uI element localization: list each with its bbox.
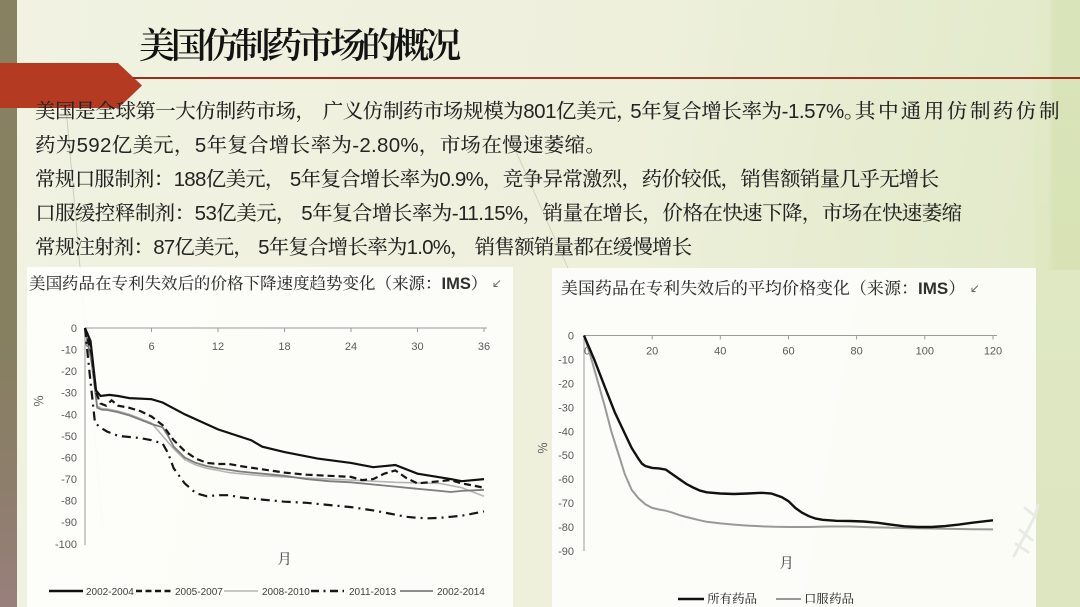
svg-text:所有药品: 所有药品 — [707, 592, 757, 606]
svg-text:2008-2010: 2008-2010 — [262, 587, 310, 598]
svg-text:口服药品: 口服药品 — [804, 592, 854, 606]
svg-text:-50: -50 — [61, 431, 77, 443]
svg-text:-70: -70 — [558, 498, 574, 510]
svg-text:-10: -10 — [61, 345, 77, 357]
svg-text:-60: -60 — [558, 474, 574, 486]
svg-text:30: 30 — [411, 341, 423, 353]
svg-text:20: 20 — [646, 346, 658, 358]
svg-text:-90: -90 — [558, 546, 574, 558]
svg-text:60: 60 — [782, 346, 794, 358]
svg-text:％: ％ — [32, 395, 46, 407]
svg-text:-80: -80 — [61, 496, 77, 508]
svg-text:-100: -100 — [55, 539, 77, 551]
svg-text:0: 0 — [584, 346, 590, 358]
svg-text:-30: -30 — [61, 388, 77, 400]
svg-text:-40: -40 — [61, 409, 77, 421]
svg-text:月: 月 — [779, 555, 794, 572]
svg-text:-40: -40 — [558, 426, 574, 438]
svg-text:2011-2013: 2011-2013 — [349, 587, 397, 598]
svg-text:24: 24 — [345, 341, 357, 353]
svg-text:80: 80 — [850, 346, 862, 358]
svg-text:12: 12 — [212, 341, 224, 353]
svg-text:120: 120 — [984, 346, 1002, 358]
svg-text:-90: -90 — [61, 517, 77, 529]
svg-text:-70: -70 — [61, 474, 77, 486]
svg-text:2002-2004: 2002-2004 — [86, 587, 134, 598]
svg-text:0: 0 — [568, 331, 574, 343]
svg-text:-20: -20 — [558, 378, 574, 390]
svg-text:-80: -80 — [558, 522, 574, 534]
svg-text:2005-2007: 2005-2007 — [175, 587, 223, 598]
svg-text:-10: -10 — [558, 354, 574, 366]
svg-text:-50: -50 — [558, 450, 574, 462]
svg-text:-20: -20 — [61, 366, 77, 378]
svg-text:18: 18 — [278, 341, 290, 353]
svg-text:2002-2014: 2002-2014 — [437, 587, 485, 598]
svg-text:40: 40 — [714, 346, 726, 358]
svg-text:-30: -30 — [558, 402, 574, 414]
svg-text:100: 100 — [916, 346, 934, 358]
svg-text:％: ％ — [536, 442, 550, 454]
svg-text:-60: -60 — [61, 453, 77, 465]
svg-text:6: 6 — [148, 341, 154, 353]
svg-text:36: 36 — [478, 341, 490, 353]
svg-text:月: 月 — [277, 551, 292, 568]
svg-text:0: 0 — [71, 323, 77, 335]
